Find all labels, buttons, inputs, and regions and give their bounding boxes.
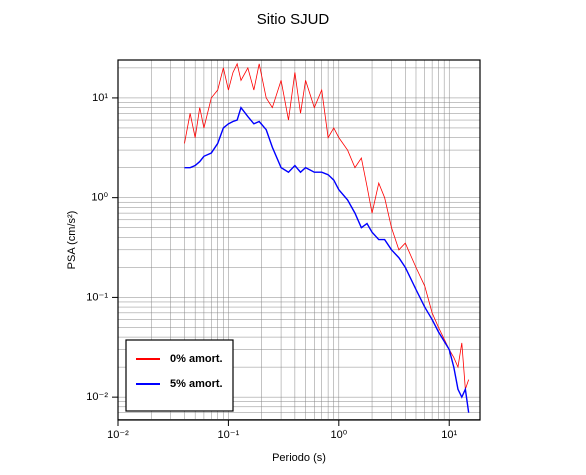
chart-title: Sitio SJUD (257, 11, 330, 28)
y-tick-label: 10⁰ (91, 192, 108, 204)
data-line (184, 62, 470, 390)
x-tick-label: 10⁻¹ (218, 429, 240, 441)
legend-label: 5% amort. (170, 378, 223, 390)
x-tick-label: 10⁻² (107, 429, 129, 441)
x-tick-label: 10¹ (441, 429, 457, 441)
data-line (184, 106, 470, 413)
y-axis-label: PSA (cm/s²) (66, 211, 78, 270)
y-tick-label: 10⁻² (86, 391, 108, 403)
y-tick-label: 10¹ (92, 92, 108, 104)
legend-label: 0% amort. (170, 353, 223, 365)
x-tick-label: 10⁰ (330, 429, 347, 441)
y-tick-label: 10⁻¹ (86, 291, 108, 303)
plot-frame (117, 59, 481, 421)
x-axis-label: Periodo (s) (272, 452, 326, 464)
legend-box (125, 339, 234, 412)
